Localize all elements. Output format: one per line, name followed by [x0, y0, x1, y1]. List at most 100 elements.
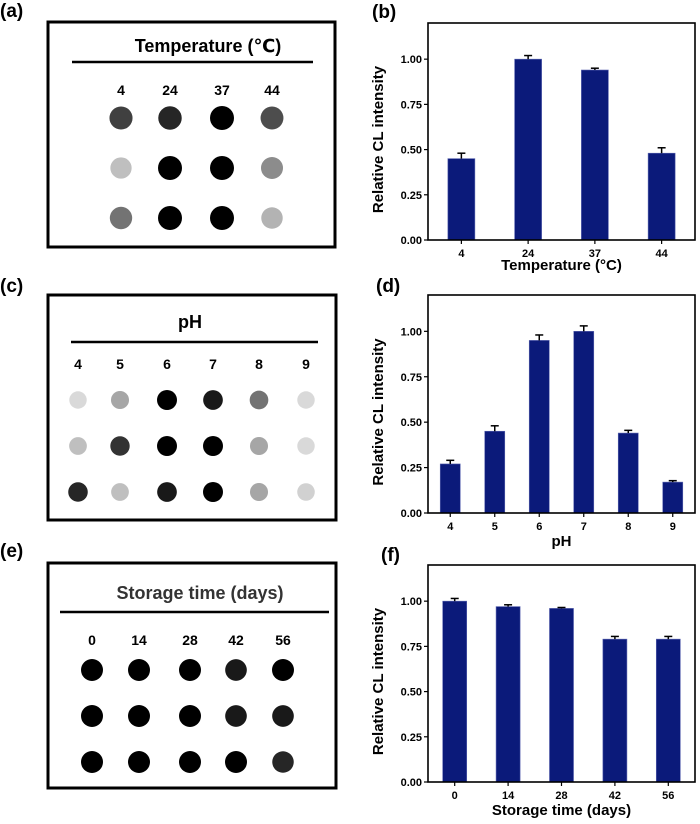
column-label: 5	[116, 356, 124, 372]
bar	[647, 152, 676, 241]
bar	[484, 430, 506, 514]
blot-spot	[272, 705, 294, 727]
y-tick-label: 0.00	[401, 508, 422, 520]
blot-spot	[179, 751, 201, 773]
bar	[655, 638, 681, 783]
y-axis-title: Relative CL intensity	[370, 65, 387, 213]
blot-spot	[203, 482, 223, 502]
blot-spot	[225, 659, 247, 681]
chart-d: (d) 4 5 6 7 8 9 0.00 0.25 0.50 0.75 1.00 Relative CL…	[370, 276, 696, 550]
column-label: 56	[275, 632, 291, 648]
bar	[495, 606, 521, 783]
column-label: 44	[264, 82, 280, 98]
blot-spot	[81, 705, 103, 727]
panel-label: (a)	[0, 1, 23, 22]
y-tick-label: 0.50	[401, 687, 422, 699]
column-label: 4	[74, 356, 82, 372]
blot-spot	[109, 106, 133, 130]
x-tick-label: 8	[625, 521, 631, 533]
blot-spot	[158, 106, 182, 130]
x-tick-label: 4	[458, 248, 465, 260]
blot-spot	[157, 436, 177, 456]
blot-spot	[109, 206, 133, 230]
blot-spot	[225, 705, 247, 727]
blot-spot	[210, 206, 234, 230]
x-axis-title: Storage time (days)	[492, 802, 631, 819]
blot-spot	[297, 437, 315, 455]
column-label: 6	[163, 356, 171, 372]
blot-spot	[210, 156, 234, 180]
bar	[439, 463, 461, 514]
blot-spot	[297, 483, 315, 501]
x-tick-label: 56	[662, 790, 674, 802]
chart-f: (f) 0 14 28 42 56 0.00 0.25 0.50 0.75 1.00 Relative…	[370, 545, 696, 819]
bar	[549, 608, 574, 783]
blot-spot	[81, 751, 103, 773]
blot-spot	[157, 390, 177, 410]
column-label: 4	[117, 82, 125, 98]
column-label: 37	[214, 82, 230, 98]
blot-frame	[46, 293, 338, 522]
bar	[442, 600, 468, 783]
y-tick-label: 0.25	[401, 463, 422, 475]
y-axis-title: Relative CL intensity	[370, 607, 387, 755]
bar	[662, 481, 684, 514]
blot-spot	[260, 156, 284, 180]
panel-e: (e) Storage time (days) 0 14 28 42 56	[0, 541, 338, 790]
x-tick-label: 37	[589, 248, 601, 260]
blot-spot	[128, 751, 150, 773]
y-tick-label: 1.00	[401, 596, 422, 608]
x-tick-label: 7	[581, 521, 587, 533]
bar	[514, 58, 542, 241]
bar	[447, 158, 476, 241]
blot-spot	[158, 156, 182, 180]
panel-label: (d)	[376, 276, 400, 297]
y-tick-label: 0.75	[401, 99, 422, 111]
chart-b: (b) 4 24 37 44 0.00 0.25 0.50 0.75 1.00 Relative C…	[370, 2, 696, 274]
blot-spot	[272, 751, 294, 773]
blot-spot	[297, 391, 315, 409]
blot-spot	[203, 436, 223, 456]
blot-spot	[69, 391, 87, 409]
y-tick-label: 0.25	[401, 190, 422, 202]
x-tick-label: 14	[502, 790, 515, 802]
blot-spot	[260, 106, 284, 130]
blot-spot	[179, 705, 201, 727]
column-label: 24	[162, 82, 178, 98]
column-label: 14	[131, 632, 147, 648]
y-axis-title: Relative CL intensity	[370, 338, 387, 486]
bar	[573, 331, 595, 514]
blot-spot	[110, 436, 130, 456]
column-label: 8	[255, 356, 263, 372]
blot-title: Temperature (℃)	[135, 36, 282, 56]
blot-title: Storage time (days)	[116, 583, 283, 603]
y-tick-label: 0.50	[401, 417, 422, 429]
x-tick-label: 24	[522, 248, 535, 260]
blot-spot	[68, 482, 88, 502]
y-tick-label: 0.00	[401, 235, 422, 247]
plot-frame	[427, 294, 696, 514]
blot-frame	[46, 20, 337, 249]
y-tick-label: 1.00	[401, 54, 422, 66]
y-tick-label: 0.75	[401, 372, 422, 384]
blot-spot	[128, 659, 150, 681]
bar	[581, 69, 609, 241]
panel-label: (b)	[372, 2, 396, 23]
column-label: 42	[228, 632, 244, 648]
x-tick-label: 28	[555, 790, 567, 802]
x-axis-title: pH	[552, 533, 572, 550]
y-tick-label: 1.00	[401, 326, 422, 338]
column-label: 9	[302, 356, 310, 372]
x-tick-label: 6	[536, 521, 542, 533]
plot-frame	[427, 22, 696, 241]
blot-spot	[261, 207, 283, 229]
plot-frame	[427, 564, 696, 783]
blot-spot	[158, 206, 182, 230]
panel-label: (c)	[0, 276, 23, 297]
blot-spot	[179, 659, 201, 681]
blot-spot	[157, 482, 177, 502]
column-label: 0	[88, 632, 96, 648]
x-tick-label: 5	[492, 521, 498, 533]
x-tick-label: 4	[447, 521, 454, 533]
